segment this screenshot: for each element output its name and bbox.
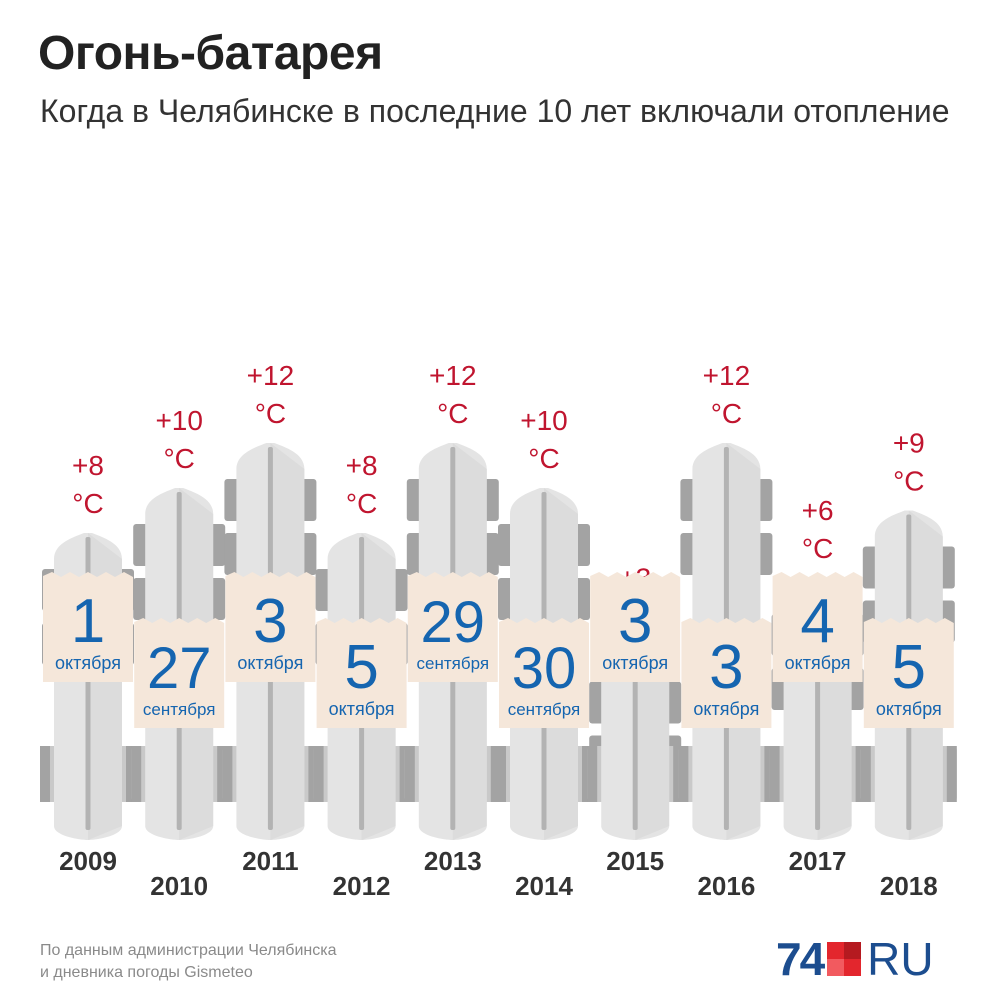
temperature-value: +12 <box>429 360 477 391</box>
date-month: октября <box>55 653 121 673</box>
source-line-2: и дневника погоды Gismeteo <box>40 964 253 981</box>
date-day: 27 <box>147 636 212 701</box>
radiator-pipe-joint <box>490 746 501 802</box>
temperature-value: +12 <box>703 360 751 391</box>
temperature-value: +8 <box>72 450 104 481</box>
temperature-value: +10 <box>520 405 568 436</box>
date-day: 3 <box>709 633 743 702</box>
date-month: сентября <box>417 654 490 673</box>
radiator-pipe-joint <box>496 746 506 802</box>
date-day: 4 <box>800 587 834 656</box>
radiator-pipe-joint <box>399 746 410 802</box>
year-label: 2018 <box>880 871 938 901</box>
temperature-value: +9 <box>893 428 925 459</box>
year-label: 2012 <box>333 871 391 901</box>
date-month: октября <box>237 653 303 673</box>
radiator-pipe-joint <box>222 746 233 802</box>
date-label <box>499 618 589 728</box>
brand-logo: 74 RU <box>776 933 934 985</box>
radiator-pipe-joint <box>946 746 957 802</box>
temperature-unit: °C <box>163 443 194 474</box>
radiator-pipe-joint <box>404 746 415 802</box>
radiator-section <box>587 645 684 840</box>
date-month: октября <box>876 699 942 719</box>
date-label <box>407 572 498 682</box>
year-label: 2013 <box>424 846 482 876</box>
year-label: 2010 <box>150 871 208 901</box>
year-label: 2016 <box>697 871 755 901</box>
date-month: сентября <box>143 700 216 719</box>
radiator-pipe-joint <box>582 746 592 802</box>
date-label <box>43 572 133 682</box>
date-day: 30 <box>512 636 577 701</box>
temperature-value: +6 <box>802 495 834 526</box>
date-label <box>590 572 681 682</box>
logo-number: 74 <box>776 933 825 985</box>
date-day: 3 <box>618 587 652 656</box>
year-label: 2014 <box>515 871 573 901</box>
radiator-pipe-joint <box>308 746 319 802</box>
year-label: 2015 <box>606 846 664 876</box>
radiator-pipe-joint <box>217 746 228 802</box>
date-label <box>225 572 316 682</box>
radiator-pipe-joint <box>678 746 689 802</box>
temperature-unit: °C <box>802 533 833 564</box>
date-day: 3 <box>253 587 287 656</box>
red-square-icon <box>827 942 862 976</box>
logo-suffix: RU <box>867 933 934 985</box>
date-month: октября <box>329 699 395 719</box>
temperature-unit: °C <box>346 488 377 519</box>
temperature-unit: °C <box>255 398 286 429</box>
year-label: 2017 <box>789 846 847 876</box>
radiator-pipe-joint <box>313 746 324 802</box>
temperature-value: +12 <box>247 360 295 391</box>
date-label <box>863 618 954 728</box>
radiator-pipe-joint <box>131 746 142 802</box>
source-line-1: По данным администрации Челябинска <box>40 942 337 959</box>
radiator-shade <box>635 645 670 840</box>
radiator-pipe-joint <box>40 746 50 802</box>
temperature-value: +10 <box>155 405 203 436</box>
source-note: По данным администрации Челябинска и дне… <box>40 940 336 984</box>
temperature-unit: °C <box>711 398 742 429</box>
temperature-unit: °C <box>72 488 103 519</box>
radiator-pipe-joint <box>855 746 866 802</box>
radiator-pipe-joint <box>769 746 780 802</box>
date-month: октября <box>785 653 851 673</box>
date-label <box>681 618 772 728</box>
year-label: 2009 <box>59 846 117 876</box>
date-day: 1 <box>71 587 105 656</box>
radiator-center-line <box>632 649 638 830</box>
date-day: 29 <box>421 590 486 655</box>
radiator-pipe-joint <box>764 746 775 802</box>
radiator-pipe-joint <box>673 746 684 802</box>
chart-title: Огонь-батарея <box>38 27 383 80</box>
temperature-value: +8 <box>346 450 378 481</box>
temperature-unit: °C <box>893 466 924 497</box>
date-day: 5 <box>344 633 378 702</box>
radiator-pipe-joint <box>126 746 136 802</box>
chart-subtitle: Когда в Челябинске в последние 10 лет вк… <box>40 93 950 129</box>
date-label <box>772 572 863 682</box>
year-label: 2011 <box>242 846 298 876</box>
temperature-unit: °C <box>437 398 468 429</box>
date-label <box>134 618 225 728</box>
date-month: октября <box>693 699 759 719</box>
radiator-pipe-joint <box>587 746 598 802</box>
date-day: 5 <box>892 633 926 702</box>
radiator-pipe-joint <box>860 746 871 802</box>
date-label <box>316 618 407 728</box>
date-month: сентября <box>508 700 581 719</box>
temperature-unit: °C <box>528 443 559 474</box>
date-month: октября <box>602 653 668 673</box>
